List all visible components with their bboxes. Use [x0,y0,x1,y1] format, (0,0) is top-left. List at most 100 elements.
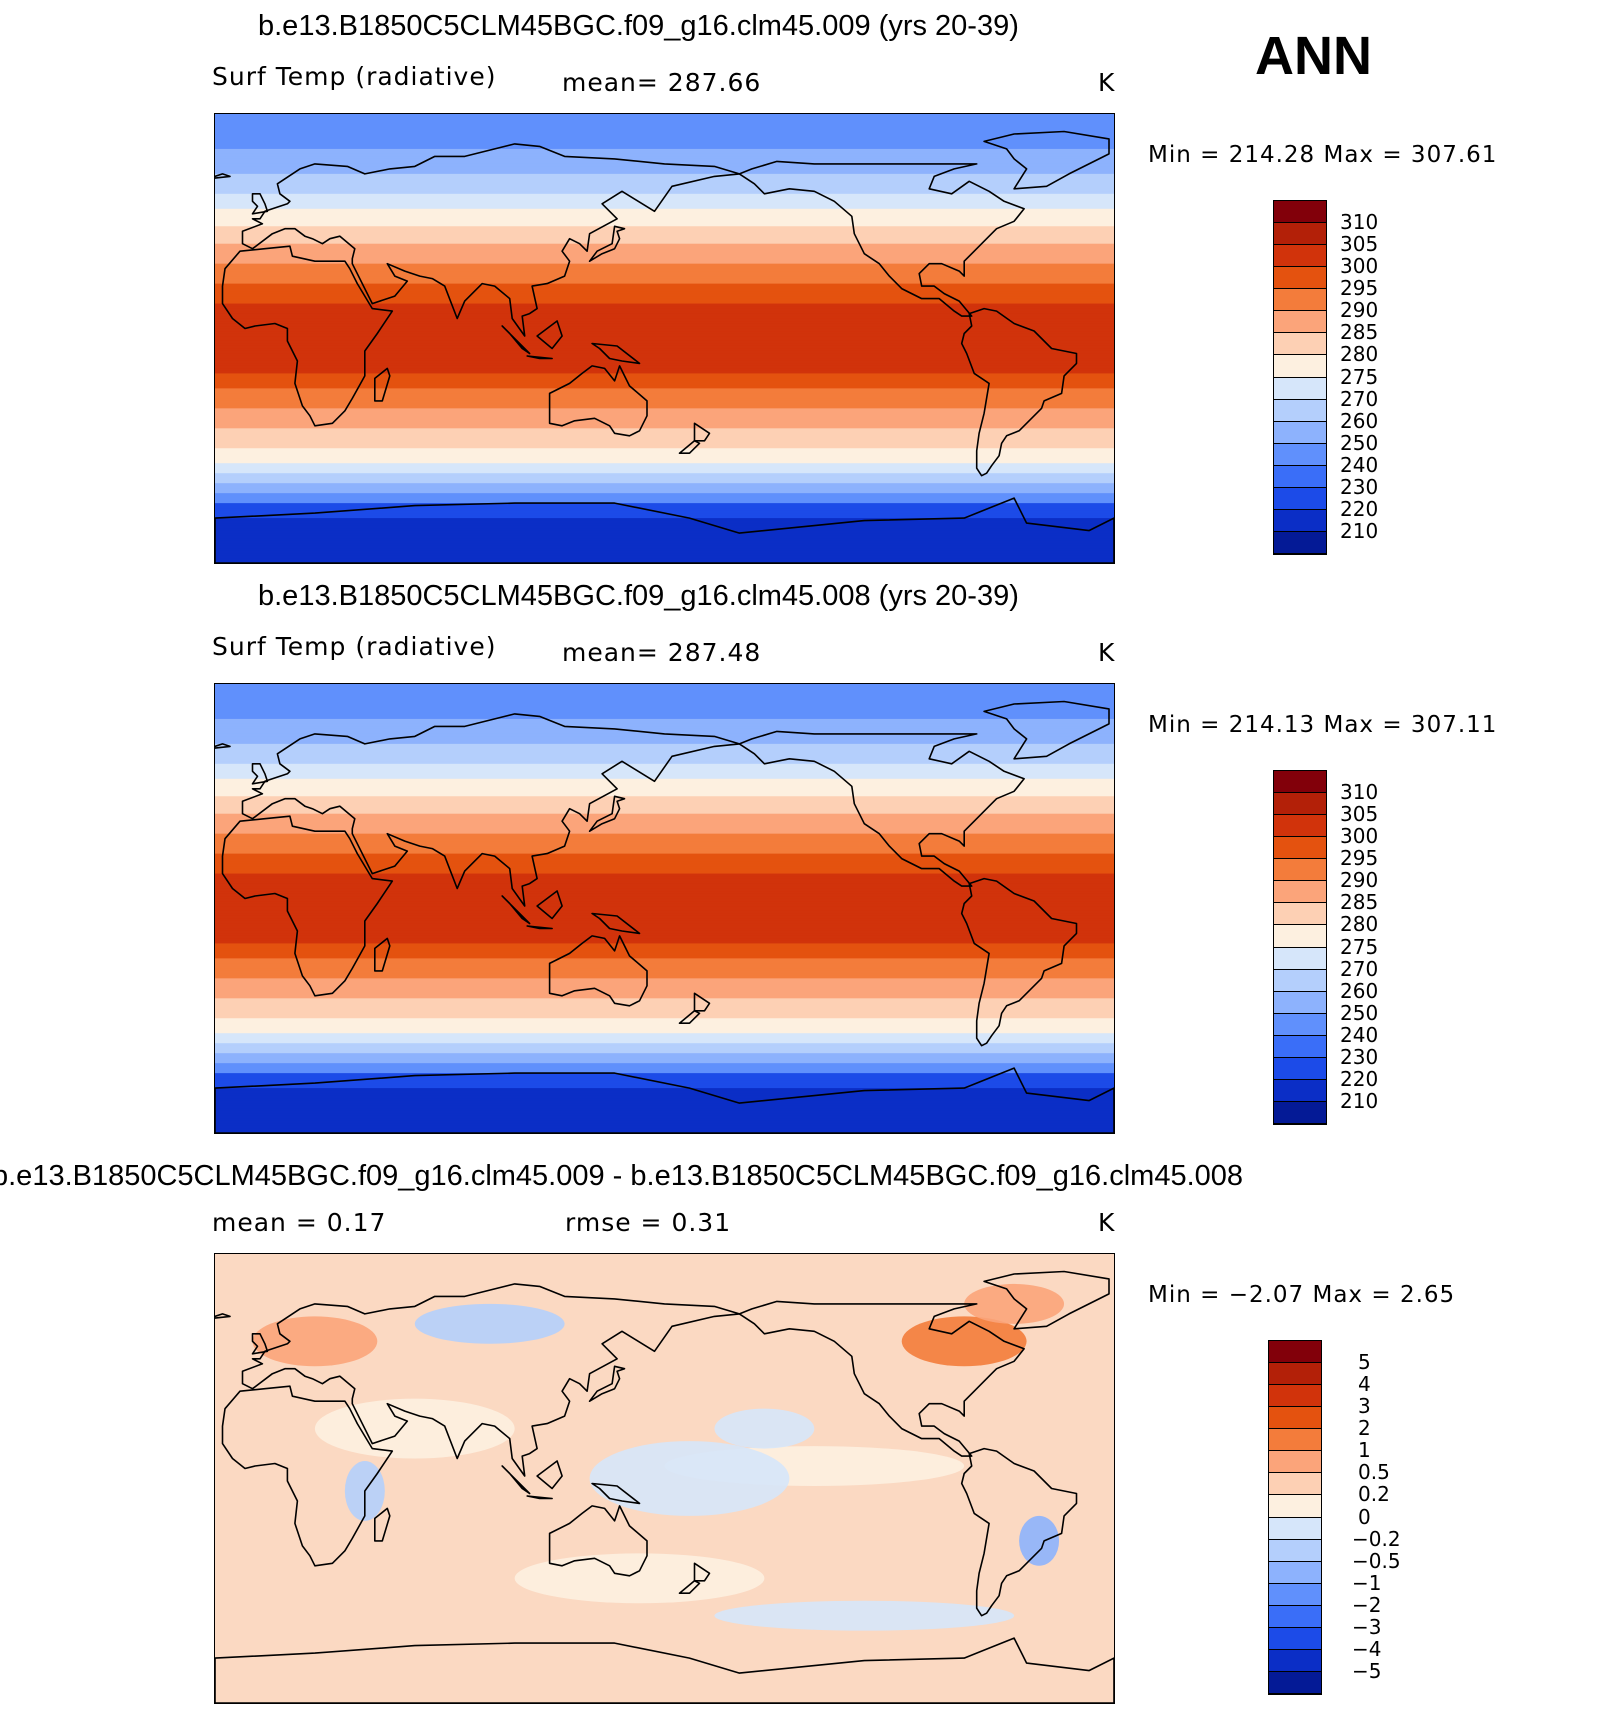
colorbar-swatch [1274,509,1326,532]
colorbar-swatch [1274,487,1326,510]
colorbar-swatch [1274,991,1326,1014]
colorbar-tick-label: 1 [1358,1438,1371,1463]
colorbar-tick-label: 300 [1340,824,1379,849]
colorbar-swatch [1269,1473,1321,1496]
colorbar-swatch [1274,903,1326,926]
colorbar-swatch [1274,245,1326,268]
panel-3-rmse: rmse = 0.31 [565,1208,732,1237]
colorbar-swatch [1274,421,1326,444]
colorbar-swatch [1269,1627,1321,1650]
colorbar-swatch [1274,969,1326,992]
colorbar-swatch [1269,1605,1321,1628]
colorbar-tick-label: 220 [1340,496,1379,521]
panel-1-map [214,113,1115,564]
colorbar-tick-label: 230 [1340,474,1379,499]
colorbar-tick-label: 310 [1340,780,1379,805]
panel-2-map [214,683,1115,1134]
colorbar-tick-label: 4 [1358,1372,1371,1397]
colorbar-tick-label: 305 [1340,802,1379,827]
panel-2-title: b.e13.B1850C5CLM45BGC.f09_g16.clm45.008 … [258,580,1019,612]
panel-1-units: K [1098,68,1116,97]
colorbar-swatch [1274,1101,1326,1124]
colorbar-tick-label: −3 [1352,1614,1382,1639]
colorbar-swatch [1269,1451,1321,1474]
colorbar-tick-label: 270 [1340,956,1379,981]
colorbar-swatch [1274,815,1326,838]
colorbar-swatch [1274,925,1326,948]
colorbar-tick-label: −0.5 [1352,1548,1401,1573]
colorbar-swatch [1269,1583,1321,1606]
colorbar-swatch [1274,267,1326,290]
coastlines [215,130,1114,563]
colorbar-tick-label: 285 [1340,320,1379,345]
colorbar-tick-label: 240 [1340,452,1379,477]
colorbar-tick-label: 310 [1340,210,1379,235]
panel-3-map [214,1253,1115,1704]
panel-2-minmax: Min = 214.13 Max = 307.11 [1148,712,1498,738]
colorbar-swatch [1274,311,1326,334]
colorbar-tick-label: 300 [1340,254,1379,279]
panel-1-title: b.e13.B1850C5CLM45BGC.f09_g16.clm45.009 … [258,10,1019,42]
colorbar-swatch [1269,1649,1321,1672]
colorbar-swatch [1274,771,1326,794]
field-bands [215,684,1114,1133]
coastlines [215,1270,1114,1703]
field-bands [215,114,1114,563]
colorbar-swatch [1269,1671,1321,1694]
colorbar-tick-label: 210 [1340,518,1379,543]
colorbar-swatch [1269,1561,1321,1584]
colorbar-tick-label: 240 [1340,1022,1379,1047]
colorbar-swatch [1269,1363,1321,1386]
colorbar-tick-label: 260 [1340,408,1379,433]
colorbar-tick-label: 250 [1340,430,1379,455]
season-label: ANN [1255,26,1372,86]
colorbar-swatch [1269,1517,1321,1540]
colorbar-tick-label: 0.2 [1358,1482,1390,1507]
colorbar-swatch [1274,377,1326,400]
field-bands [215,1254,1114,1703]
colorbar-swatch [1274,201,1326,224]
colorbar-swatch [1274,443,1326,466]
colorbar-tick-label: 5 [1358,1350,1371,1375]
colorbar-swatch [1269,1539,1321,1562]
colorbar-tick-label: 2 [1358,1416,1371,1441]
colorbar-swatch [1274,1057,1326,1080]
panel-2-variable: Surf Temp (radiative) [212,632,497,661]
colorbar-swatch [1274,465,1326,488]
panel-1-minmax: Min = 214.28 Max = 307.61 [1148,142,1498,168]
colorbar-tick-label: 270 [1340,386,1379,411]
colorbar-tick-label: 3 [1358,1394,1371,1419]
colorbar-swatch [1274,531,1326,554]
map-svg [215,1254,1114,1703]
colorbar-tick-label: −2 [1352,1592,1382,1617]
colorbar-tick-label: 260 [1340,978,1379,1003]
colorbar-swatch [1274,333,1326,356]
panel-2-colorbar [1273,770,1327,1125]
colorbar-swatch [1274,399,1326,422]
panel-1-mean: mean= 287.66 [562,68,762,97]
colorbar-swatch [1274,837,1326,860]
colorbar-tick-label: 275 [1340,364,1379,389]
panel-1-variable: Surf Temp (radiative) [212,62,497,91]
colorbar-tick-label: −4 [1352,1636,1382,1661]
colorbar-tick-label: 290 [1340,298,1379,323]
panel-3-minmax: Min = −2.07 Max = 2.65 [1148,1282,1456,1308]
colorbar-tick-label: 295 [1340,846,1379,871]
colorbar-swatch [1274,881,1326,904]
colorbar-tick-label: 290 [1340,868,1379,893]
colorbar-swatch [1274,1035,1326,1058]
colorbar-tick-label: 0.5 [1358,1460,1390,1485]
colorbar-swatch [1274,289,1326,312]
colorbar-swatch [1269,1495,1321,1518]
panel-2-units: K [1098,638,1116,667]
panel-2-mean: mean= 287.48 [562,638,762,667]
map-svg [215,114,1114,563]
panel-3-mean: mean = 0.17 [212,1208,387,1237]
panel-3-colorbar [1268,1340,1322,1695]
panel-3-title: b.e13.B1850C5CLM45BGC.f09_g16.clm45.009 … [0,1160,1244,1192]
colorbar-swatch [1269,1429,1321,1452]
colorbar-tick-label: −5 [1352,1658,1382,1683]
colorbar-swatch [1274,1013,1326,1036]
coastlines [215,700,1114,1133]
colorbar-swatch [1274,947,1326,970]
